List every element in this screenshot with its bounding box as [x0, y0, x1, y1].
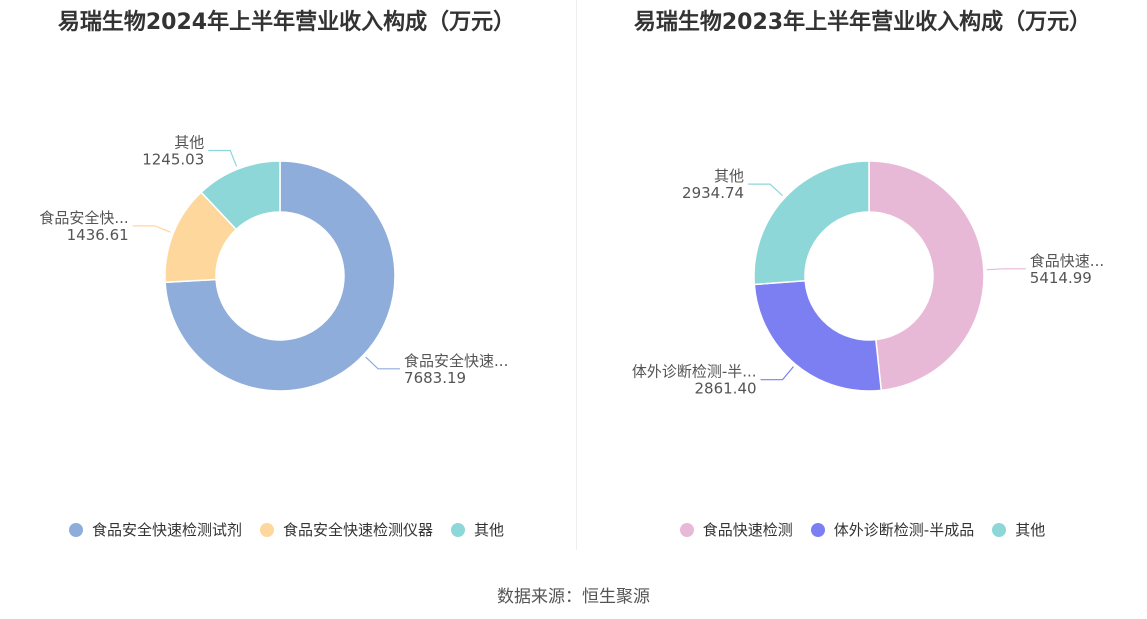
legend-dot	[451, 522, 465, 537]
legend-item[interactable]: 食品安全快速检测试剂	[68, 519, 242, 540]
legend-label: 体外诊断检测-半成品	[833, 521, 975, 539]
donut-chart-2023: 食品快速...5414.99 体外诊断检测-半...2861.40 其他2934.7…	[632, 160, 1104, 398]
slice-value-label: 2934.74	[682, 184, 744, 202]
label-leader-line	[760, 366, 794, 381]
pie-slice[interactable]	[200, 160, 281, 231]
legend: 食品安全快速检测试剂 食品安全快速检测仪器 其他	[0, 519, 573, 540]
label-leader-line	[365, 356, 401, 370]
slice-label: 食品安全快速...	[404, 352, 508, 370]
label-leader-line	[748, 183, 783, 197]
slice-value-label: 5414.99	[1030, 269, 1092, 287]
legend-label: 食品安全快速检测仪器	[282, 521, 433, 539]
legend-dot	[992, 522, 1007, 537]
legend-label: 食品快速检测	[702, 521, 793, 539]
pie-slice[interactable]	[868, 160, 985, 392]
chart-panel-2024: 易瑞生物2024年上半年营业收入构成（万元） 食品安全快速... 7683.19 食…	[0, 0, 573, 550]
slice-label: 体外诊断检测-半...	[632, 363, 757, 381]
legend-label: 食品安全快速检测试剂	[91, 521, 242, 539]
legend-label: 其他	[474, 521, 505, 539]
legend-item[interactable]: 其他	[992, 519, 1045, 540]
legend-dot	[259, 522, 274, 537]
legend-item[interactable]: 食品快速检测	[679, 519, 793, 540]
slice-value-label: 1436.61	[67, 226, 129, 244]
pie-slice[interactable]	[753, 279, 883, 392]
legend-dot	[68, 522, 83, 537]
label-leader-line	[208, 149, 238, 167]
pie-slice[interactable]	[164, 160, 396, 392]
slice-value-label: 7683.19	[404, 369, 466, 387]
legend-label: 其他	[1015, 521, 1046, 539]
label-leader-line	[132, 225, 171, 233]
legend-dot	[679, 522, 694, 537]
legend-item[interactable]: 其他	[451, 519, 504, 540]
slice-label: 其他	[174, 133, 204, 151]
chart-panel-2023: 易瑞生物2023年上半年营业收入构成（万元） 食品快速... 5414.99 体外诊…	[576, 0, 1147, 550]
chart-title: 易瑞生物2023年上半年营业收入构成（万元）	[633, 10, 1092, 35]
slice-label: 其他	[714, 167, 744, 185]
label-leader-line	[986, 268, 1026, 271]
slice-value-label: 1245.03	[142, 150, 204, 168]
slice-label: 食品安全快...	[39, 209, 128, 227]
data-source: 数据来源：恒生聚源	[497, 587, 650, 607]
pie-slice[interactable]	[753, 160, 870, 286]
chart-title: 易瑞生物2024年上半年营业收入构成（万元）	[57, 10, 516, 35]
legend: 食品快速检测 体外诊断检测-半成品 其他	[576, 519, 1147, 540]
slice-value-label: 2861.40	[695, 380, 757, 398]
panel-divider	[576, 0, 577, 550]
legend-item[interactable]: 食品安全快速检测仪器	[259, 519, 433, 540]
legend-item[interactable]: 体外诊断检测-半成品	[810, 519, 975, 540]
slice-label: 食品快速...	[1030, 252, 1104, 270]
legend-dot	[810, 522, 825, 537]
